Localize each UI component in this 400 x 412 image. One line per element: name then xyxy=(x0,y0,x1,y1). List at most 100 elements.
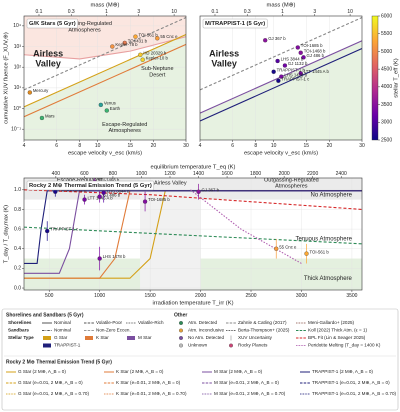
legend-label: Berta-Thompson+ (2025) xyxy=(238,328,290,333)
region-label: Airless xyxy=(33,48,63,58)
x2-tick-label: 0.1 xyxy=(212,9,219,15)
legend-swatch xyxy=(229,343,233,348)
x2-tick-label: 1800 xyxy=(250,171,261,177)
panel-title: G/K Stars (5 Gyr) xyxy=(29,21,76,27)
title-box xyxy=(26,18,78,29)
planet-point xyxy=(110,44,115,49)
y-tick-label: 0.8 xyxy=(14,207,21,213)
panel-title: M/TRAPPIST-1 (5 Gyr) xyxy=(205,21,265,27)
planet-label: Earth xyxy=(110,106,121,111)
x-tick-label: 30 xyxy=(183,143,189,149)
x2-tick-label: 0.3 xyxy=(68,9,75,15)
x-tick-label: 1500 xyxy=(145,293,156,299)
colorbar-tick-label: 2500 xyxy=(381,137,392,143)
planet-point xyxy=(304,251,309,256)
planet-point xyxy=(295,45,300,50)
legend-label: Nominal xyxy=(54,320,71,325)
legend-group-label: Shorelines xyxy=(8,320,32,325)
planet-label: GJ 486 b xyxy=(307,53,325,58)
planet-point xyxy=(39,115,45,121)
curve xyxy=(24,189,362,210)
x2-tick-label: 0.1 xyxy=(36,9,43,15)
x2-tick-label: 10 xyxy=(171,9,177,15)
x2-axis-label: mass (M⊕) xyxy=(266,3,295,9)
legend-label: M Star (e=0.01, 2 M⊕, A_B = 0) xyxy=(214,380,279,385)
region-label: Atmospheres xyxy=(68,27,101,33)
legend-label: Koll (2022) Thick Atm. (ε = 1) xyxy=(308,328,367,333)
planet-point xyxy=(97,194,102,199)
x-tick-label: 4 xyxy=(23,143,26,149)
x-tick-label: 20 xyxy=(151,143,157,149)
curve xyxy=(190,189,302,264)
curve xyxy=(24,34,186,108)
legend-label: Meni-Gallardo+ (2025) xyxy=(308,320,355,325)
planet-point xyxy=(133,34,138,39)
x2-tick-label: 1 xyxy=(281,9,284,15)
x-tick-label: 2000 xyxy=(195,293,206,299)
planet-label: 55 Cnc e xyxy=(279,244,297,249)
planet-point xyxy=(155,36,160,41)
x2-tick-label: 10 xyxy=(347,9,353,15)
legend-swatch xyxy=(179,343,183,348)
legend-label: TRAPPIST-1 (e=0.01, 2 M⊕, A_B = 0) xyxy=(312,380,390,385)
x-tick-label: 2500 xyxy=(245,293,256,299)
planet-point xyxy=(298,71,303,76)
x2-tick-label: 1 xyxy=(105,9,108,15)
region-label: Airless Valley xyxy=(154,180,187,186)
planet-label: LHS 1478 b xyxy=(284,72,307,77)
region-label: Desert xyxy=(149,72,166,78)
planet-point xyxy=(101,190,106,195)
planet-label: TOI-431 b xyxy=(128,39,148,44)
planet-point xyxy=(142,199,148,204)
legend-label: Atm. Inconclusive xyxy=(188,328,224,333)
legend-label: Zahnle & Catling (2017) xyxy=(238,320,287,325)
planet-label: TOI-1468 b xyxy=(304,48,326,53)
planet-label: TOI-561 b xyxy=(310,249,330,254)
planet-point xyxy=(274,246,279,251)
colorbar-tick-label: 5000 xyxy=(381,49,392,55)
curve xyxy=(24,17,186,91)
legend-label: K Star (2 M⊕, A_B = 0) xyxy=(116,369,164,374)
x2-tick-label: 1600 xyxy=(222,171,233,177)
title-box xyxy=(202,18,268,29)
planet-point xyxy=(275,58,280,64)
legend-label: G Star (2 M⊕, A_B = 0) xyxy=(18,369,66,374)
x-tick-label: 30 xyxy=(359,143,365,149)
colorbar-tick-label: 6000 xyxy=(381,13,392,19)
x-tick-label: 10 xyxy=(95,143,101,149)
colorbar-tick-label: 5500 xyxy=(381,31,392,37)
planet-point xyxy=(53,189,58,194)
legend-swatch xyxy=(43,343,51,348)
legend-swatch xyxy=(179,321,183,325)
legend-swatch xyxy=(179,328,183,333)
x-tick-label: 10 xyxy=(271,143,277,149)
x2-tick-label: 0.3 xyxy=(244,9,251,15)
region-label: Tenuous Atmosphere xyxy=(296,236,353,242)
planet-point xyxy=(196,189,201,194)
planet-label: Mercury xyxy=(33,88,49,93)
title-box xyxy=(26,180,154,191)
x-tick-label: 3000 xyxy=(296,293,307,299)
region-label: Atmospheres xyxy=(109,128,142,134)
legend-label: G Star xyxy=(54,335,68,340)
legend-label: Volatile-Poor xyxy=(96,320,123,325)
legend-label: TRAPPIST-1 (e=0.01, 2 M⊕, A_B = 0.70) xyxy=(312,391,396,396)
legend-label: No Atm. Detected xyxy=(188,335,224,340)
y-tick-label: 0.6 xyxy=(14,226,21,232)
curve xyxy=(24,226,362,245)
legend-label: Nominal xyxy=(54,328,71,333)
region-label: Sub-Neptune xyxy=(141,66,173,72)
planet-label: Mars xyxy=(45,114,55,119)
legend-label: Unknown xyxy=(188,343,208,348)
planet-label: LTT 1445 A b xyxy=(304,69,330,74)
curve xyxy=(24,36,186,60)
planet-label: GJ 367 b xyxy=(268,36,286,41)
legend-label: TRAPPIST-1 (2 M⊕, A_B = 0) xyxy=(312,369,373,374)
planet-label: TOI-1685 b xyxy=(148,197,170,202)
planet-point xyxy=(138,52,143,57)
y-tick-label: 10³ xyxy=(14,44,22,50)
x-axis-label: escape velocity v_esc (km/s) xyxy=(244,151,318,157)
x2-axis-label: mass (M⊕) xyxy=(90,3,119,9)
x2-tick-label: 800 xyxy=(109,171,118,177)
